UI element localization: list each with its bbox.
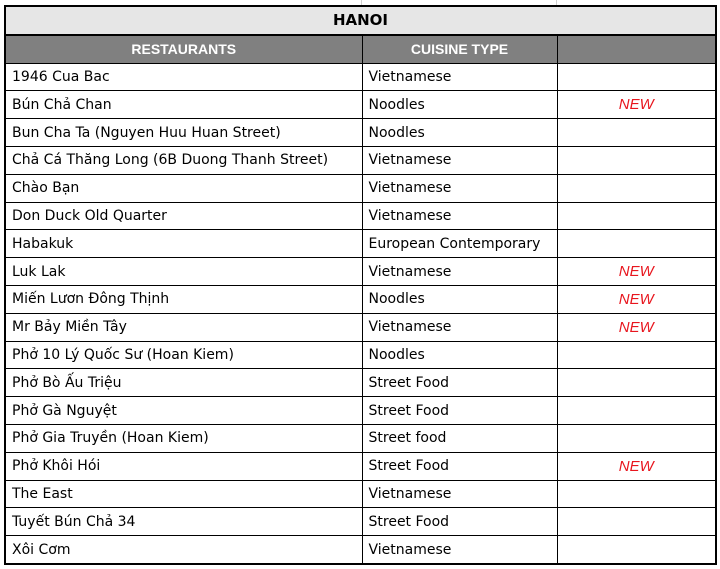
restaurant-name-cell[interactable]: Bun Cha Ta (Nguyen Huu Huan Street) (4, 118, 363, 147)
cuisine-type-cell[interactable]: Noodles (361, 90, 558, 120)
new-badge-cell[interactable] (556, 229, 717, 259)
restaurant-name-cell[interactable]: Xôi Cơm (4, 535, 363, 565)
cuisine-type-cell[interactable]: Vietnamese (361, 479, 558, 509)
table-row: Habakuk European Contemporary (4, 229, 717, 259)
new-badge-cell[interactable] (556, 62, 717, 92)
new-badge-cell[interactable]: NEW (556, 257, 717, 286)
restaurant-name-cell[interactable]: Phở Gia Truyền (Hoan Kiem) (4, 423, 363, 453)
table-row: The East Vietnamese (4, 479, 717, 509)
table-row: Phở 10 Lý Quốc Sư (Hoan Kiem) Noodles (4, 340, 717, 370)
table-row: Xôi Cơm Vietnamese (4, 535, 717, 565)
table-row: Chào Bạn Vietnamese (4, 173, 717, 203)
cuisine-type-cell[interactable]: Noodles (361, 340, 558, 370)
table-row: Bun Cha Ta (Nguyen Huu Huan Street) Noodl… (4, 118, 717, 147)
restaurant-name-cell[interactable]: Mr Bảy Miền Tây (4, 312, 363, 342)
restaurant-name-cell[interactable]: Bún Chả Chan (4, 90, 363, 120)
column-header-badge (556, 34, 717, 64)
table-row: Phở Gia Truyền (Hoan Kiem) Street food (4, 423, 717, 453)
table-title: HANOI (4, 5, 717, 36)
restaurant-name-cell[interactable]: Don Duck Old Quarter (4, 201, 363, 231)
new-badge-cell[interactable] (556, 340, 717, 370)
restaurant-name-cell[interactable]: Miến Lươn Đông Thịnh (4, 284, 363, 314)
table-row: Mr Bảy Miền Tây Vietnamese NEW (4, 312, 717, 342)
new-badge-cell[interactable] (556, 173, 717, 203)
new-badge-cell[interactable]: NEW (556, 90, 717, 120)
new-badge-cell[interactable] (556, 535, 717, 565)
cuisine-type-cell[interactable]: Vietnamese (361, 201, 558, 231)
table-row: 1946 Cua Bac Vietnamese (4, 62, 717, 92)
restaurant-name-cell[interactable]: Phở 10 Lý Quốc Sư (Hoan Kiem) (4, 340, 363, 370)
table-row: Chả Cá Thăng Long (6B Duong Thanh Street… (4, 145, 717, 175)
restaurant-name-cell[interactable]: Phở Bò Ấu Triệu (4, 368, 363, 398)
cuisine-type-cell[interactable]: Noodles (361, 284, 558, 314)
cuisine-type-cell[interactable]: Vietnamese (361, 312, 558, 342)
cuisine-type-cell[interactable]: Street Food (361, 507, 558, 537)
table-row: Miến Lươn Đông Thịnh Noodles NEW (4, 284, 717, 314)
new-badge-cell[interactable] (556, 368, 717, 398)
new-badge-cell[interactable] (556, 423, 717, 453)
restaurant-name-cell[interactable]: Phở Khôi Hói (4, 451, 363, 481)
new-badge-cell[interactable]: NEW (556, 284, 717, 314)
table-row: Tuyết Bún Chả 34 Street Food (4, 507, 717, 537)
cuisine-type-cell[interactable]: Vietnamese (361, 62, 558, 92)
new-badge-cell[interactable] (556, 507, 717, 537)
cuisine-type-cell[interactable]: Noodles (361, 118, 558, 147)
cuisine-type-cell[interactable]: European Contemporary (361, 229, 558, 259)
cuisine-type-cell[interactable]: Street Food (361, 396, 558, 425)
new-badge-cell[interactable] (556, 479, 717, 509)
cuisine-type-cell[interactable]: Street Food (361, 451, 558, 481)
cuisine-type-cell[interactable]: Vietnamese (361, 257, 558, 286)
new-badge-cell[interactable]: NEW (556, 312, 717, 342)
restaurant-name-cell[interactable]: 1946 Cua Bac (4, 62, 363, 92)
restaurant-name-cell[interactable]: Chả Cá Thăng Long (6B Duong Thanh Street… (4, 145, 363, 175)
cuisine-type-cell[interactable]: Vietnamese (361, 145, 558, 175)
cuisine-type-cell[interactable]: Vietnamese (361, 535, 558, 565)
column-header-cuisine-type: CUISINE TYPE (361, 34, 558, 64)
cuisine-type-cell[interactable]: Street Food (361, 368, 558, 398)
restaurant-name-cell[interactable]: Chào Bạn (4, 173, 363, 203)
new-badge-cell[interactable] (556, 396, 717, 425)
gridline (556, 0, 557, 5)
table-row: Don Duck Old Quarter Vietnamese (4, 201, 717, 231)
cuisine-type-cell[interactable]: Street food (361, 423, 558, 453)
table-row: Bún Chả Chan Noodles NEW (4, 90, 717, 120)
restaurant-name-cell[interactable]: Tuyết Bún Chả 34 (4, 507, 363, 537)
restaurant-table: HANOI RESTAURANTS CUISINE TYPE 1946 Cua … (4, 5, 718, 565)
table-row: Phở Bò Ấu Triệu Street Food (4, 368, 717, 398)
column-header-restaurants: RESTAURANTS (4, 34, 363, 64)
gridline (361, 0, 362, 5)
new-badge-cell[interactable]: NEW (556, 451, 717, 481)
table-row: Phở Khôi Hói Street Food NEW (4, 451, 717, 481)
restaurant-name-cell[interactable]: The East (4, 479, 363, 509)
new-badge-cell[interactable] (556, 118, 717, 147)
table-row: Phở Gà Nguyệt Street Food (4, 396, 717, 425)
restaurant-name-cell[interactable]: Phở Gà Nguyệt (4, 396, 363, 425)
restaurant-name-cell[interactable]: Habakuk (4, 229, 363, 259)
new-badge-cell[interactable] (556, 201, 717, 231)
table-row: Luk Lak Vietnamese NEW (4, 257, 717, 286)
new-badge-cell[interactable] (556, 145, 717, 175)
cuisine-type-cell[interactable]: Vietnamese (361, 173, 558, 203)
restaurant-name-cell[interactable]: Luk Lak (4, 257, 363, 286)
